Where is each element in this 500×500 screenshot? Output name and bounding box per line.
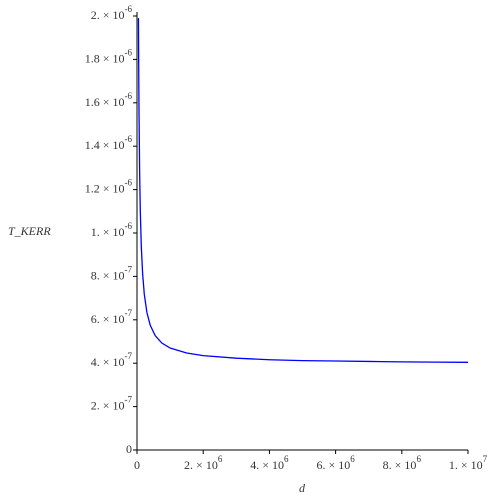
x-tick-label: 8. × 106 (383, 454, 422, 472)
y-tick-label: 0 (126, 442, 132, 456)
y-tick-label: 2. × 10-7 (91, 395, 133, 413)
x-tick-label: 2. × 106 (184, 454, 223, 472)
y-tick-label: 1. × 10-6 (91, 221, 133, 239)
x-tick-label: 4. × 106 (250, 454, 289, 472)
x-axis-label: d (299, 481, 306, 495)
y-axis-label: T_KERR (8, 224, 51, 238)
y-tick-label: 1.4 × 10-6 (85, 134, 133, 152)
y-tick-label: 1.2 × 10-6 (85, 178, 133, 196)
data-line (137, 18, 469, 363)
y-tick-label: 6. × 10-7 (91, 308, 133, 326)
y-tick-label: 2. × 10-6 (91, 4, 133, 22)
y-tick-label: 8. × 10-7 (91, 264, 133, 282)
x-tick-label: 6. × 106 (316, 454, 355, 472)
y-tick-label: 1.6 × 10-6 (85, 91, 133, 109)
y-tick-label: 4. × 10-7 (91, 351, 133, 369)
x-tick-label: 0 (134, 458, 140, 472)
x-tick-label: 1. × 107 (449, 454, 488, 472)
y-tick-label: 1.8 × 10-6 (85, 47, 133, 65)
